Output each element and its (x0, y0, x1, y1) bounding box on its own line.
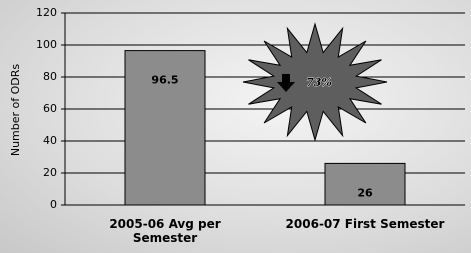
annotation: 73% (306, 76, 332, 89)
y-tick-label: 120 (36, 6, 57, 19)
y-axis-label: Number of ODRs (9, 64, 22, 157)
data-label: 96.5 (151, 74, 178, 87)
y-tick-label: 20 (43, 166, 57, 179)
chart: Number of ODRs 02040608010012096.52673% … (0, 0, 471, 253)
x-tick-label: 2006-07 First Semester (285, 217, 445, 231)
chart-canvas: Number of ODRs 0 20 40 60 80 100 120 96.5 26 73% (0, 0, 471, 253)
x-tick-label: 2005-06 Avg per Semester (85, 217, 245, 245)
data-label: 26 (357, 186, 373, 199)
y-tick-label: 80 (43, 70, 57, 83)
y-tick-label: 40 (43, 134, 57, 147)
y-tick-label: 100 (36, 38, 57, 51)
y-tick-label: 0 (50, 198, 57, 211)
y-tick-label: 60 (43, 102, 57, 115)
